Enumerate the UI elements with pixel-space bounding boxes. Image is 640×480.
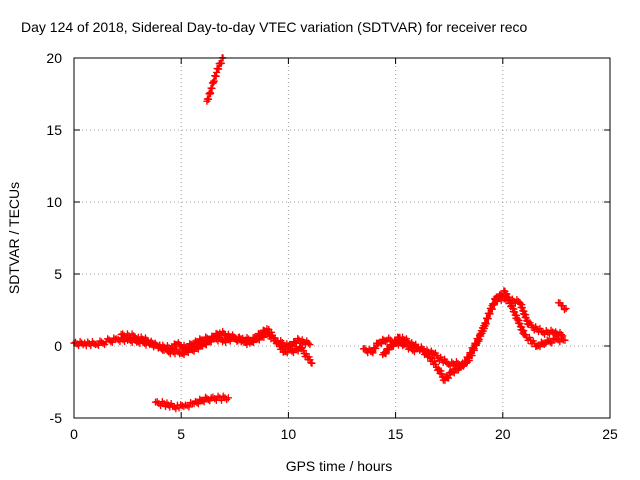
data-point bbox=[521, 331, 530, 339]
x-axis-label: GPS time / hours bbox=[286, 458, 393, 474]
data-point bbox=[502, 297, 510, 305]
chart-title: Day 124 of 2018, Sidereal Day-to-day VTE… bbox=[21, 19, 527, 35]
data-point bbox=[184, 348, 193, 357]
data-point bbox=[559, 301, 567, 310]
data-point bbox=[277, 342, 286, 351]
data-point bbox=[194, 400, 203, 408]
x-tick-label: 5 bbox=[177, 426, 185, 442]
data-point bbox=[271, 334, 279, 342]
data-point bbox=[562, 304, 570, 313]
data-point bbox=[437, 367, 445, 375]
y-tick-label: 5 bbox=[54, 266, 62, 282]
data-point bbox=[467, 349, 476, 357]
x-tick-label: 10 bbox=[281, 426, 297, 442]
y-tick-label: 15 bbox=[46, 122, 62, 138]
data-point bbox=[207, 338, 215, 346]
data-point bbox=[249, 338, 258, 347]
data-point bbox=[382, 350, 390, 358]
axes: 0 5 10 15 20 25 -5 0 5 10 15 20 bbox=[46, 50, 618, 442]
data-point bbox=[392, 338, 401, 346]
data-point bbox=[431, 360, 440, 369]
data-point bbox=[211, 334, 219, 343]
data-point bbox=[258, 331, 266, 339]
y-tick-label: 20 bbox=[46, 50, 62, 66]
x-tick-label: 0 bbox=[70, 426, 78, 442]
data-point bbox=[202, 341, 211, 349]
series-afternoon-band-upper bbox=[379, 292, 567, 371]
data-point bbox=[389, 342, 398, 350]
data-point bbox=[548, 339, 556, 347]
data-point bbox=[308, 359, 316, 367]
series-isolated bbox=[554, 299, 570, 314]
data-point bbox=[529, 337, 537, 345]
data-point bbox=[371, 344, 380, 353]
data-point bbox=[190, 347, 198, 355]
data-point bbox=[412, 340, 420, 348]
data-point bbox=[475, 335, 483, 344]
data-point bbox=[268, 331, 277, 339]
data-point bbox=[430, 357, 439, 366]
data-point bbox=[194, 345, 203, 353]
data-point bbox=[298, 344, 306, 352]
data-point bbox=[472, 340, 481, 348]
data-point bbox=[428, 354, 436, 363]
data-point bbox=[267, 328, 276, 337]
data-point bbox=[180, 350, 188, 359]
x-tick-label: 15 bbox=[388, 426, 404, 442]
data-point bbox=[253, 334, 261, 343]
data-point bbox=[283, 349, 291, 357]
data-point bbox=[444, 374, 453, 382]
data-point bbox=[299, 346, 307, 355]
data-point bbox=[377, 340, 386, 348]
data-point bbox=[221, 338, 230, 347]
data-point bbox=[450, 369, 458, 377]
data-point bbox=[185, 403, 193, 411]
data-point bbox=[108, 338, 116, 347]
y-axis-label: SDTVAR / TECUs bbox=[6, 182, 22, 294]
data-point bbox=[289, 348, 298, 357]
series-high-spike bbox=[203, 54, 227, 105]
y-tick-label: 10 bbox=[46, 194, 62, 210]
data-point bbox=[385, 346, 393, 354]
data-point bbox=[369, 349, 377, 357]
data-point bbox=[561, 336, 569, 344]
data-point bbox=[559, 332, 567, 340]
y-tick-label: -5 bbox=[50, 410, 63, 426]
data-point bbox=[470, 344, 478, 353]
y-tick-label: 0 bbox=[54, 338, 62, 354]
data-point bbox=[465, 354, 473, 362]
data-point bbox=[265, 325, 273, 334]
data-point bbox=[274, 339, 283, 348]
series-main-band-lower bbox=[117, 325, 316, 367]
x-tick-label: 25 bbox=[602, 426, 618, 442]
grid bbox=[74, 58, 610, 418]
data-point bbox=[94, 341, 103, 350]
data-point bbox=[536, 342, 544, 351]
data-point bbox=[217, 59, 226, 67]
plot-frame bbox=[73, 57, 611, 419]
x-tick-label: 20 bbox=[495, 426, 511, 442]
data-point bbox=[302, 350, 310, 358]
data-point bbox=[172, 405, 180, 413]
data-point bbox=[305, 353, 313, 361]
data-point bbox=[462, 358, 471, 367]
data-point bbox=[224, 394, 233, 402]
data-point bbox=[525, 333, 534, 342]
data-point bbox=[368, 348, 376, 356]
data-series bbox=[70, 54, 570, 413]
data-point bbox=[200, 398, 208, 406]
data-point bbox=[274, 337, 282, 345]
series-afternoon-band bbox=[359, 287, 569, 385]
data-point bbox=[306, 340, 314, 349]
series-negative-arc bbox=[151, 392, 233, 413]
